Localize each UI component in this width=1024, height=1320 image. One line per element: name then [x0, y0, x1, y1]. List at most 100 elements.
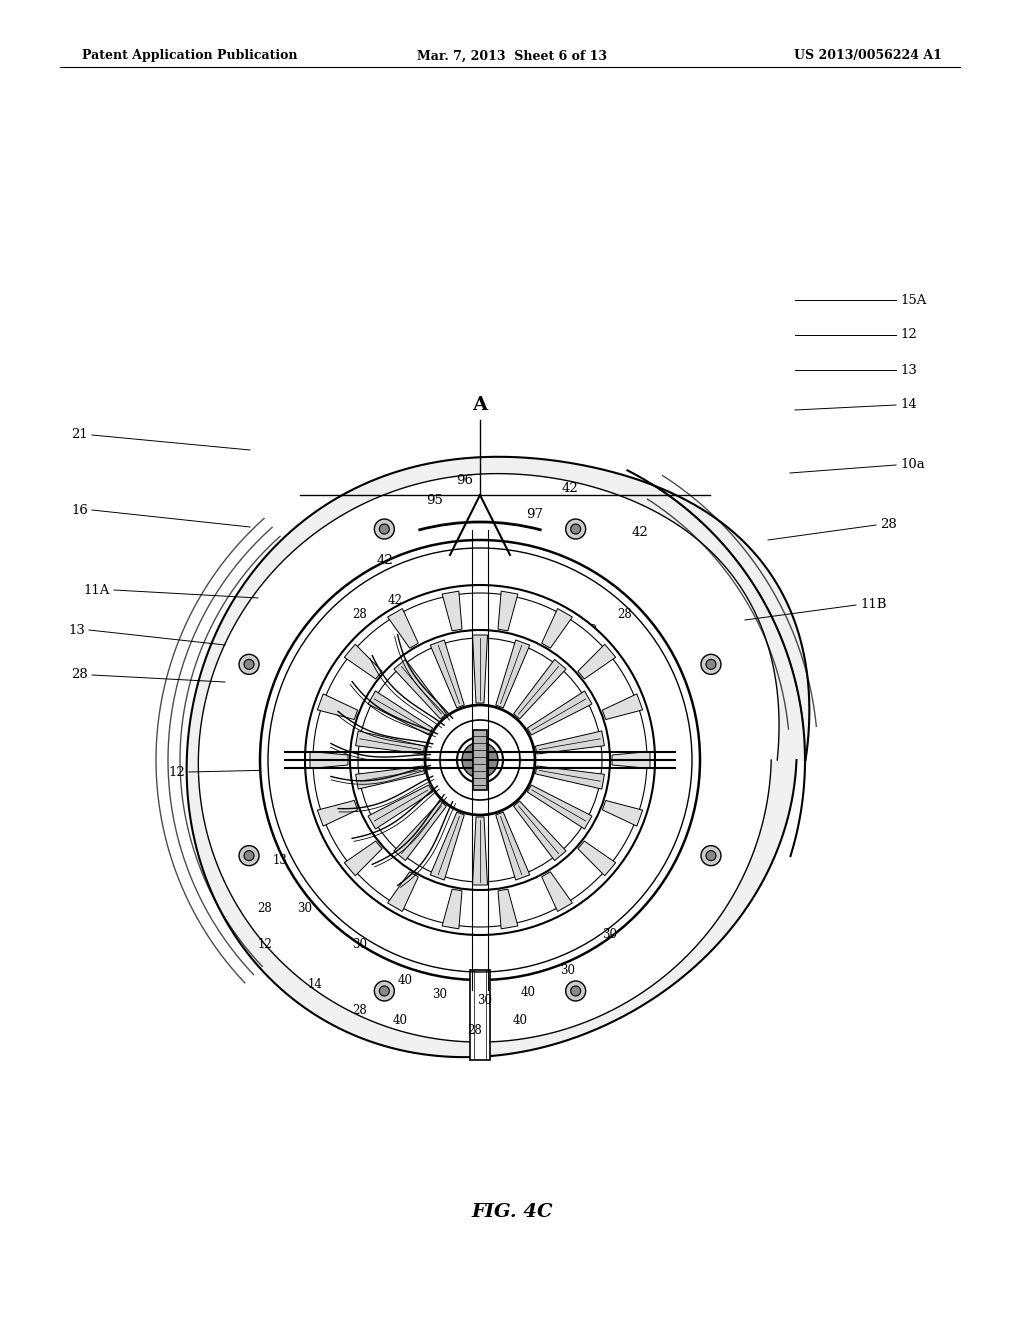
Bar	[470, 970, 490, 1060]
Text: 28: 28	[352, 609, 368, 622]
Text: 42: 42	[561, 482, 579, 495]
Circle shape	[260, 540, 700, 979]
Circle shape	[701, 655, 721, 675]
Text: 13: 13	[900, 363, 916, 376]
Circle shape	[425, 705, 535, 814]
Polygon shape	[388, 609, 419, 648]
Polygon shape	[602, 800, 643, 826]
Circle shape	[379, 524, 389, 535]
Circle shape	[379, 986, 389, 997]
Polygon shape	[344, 841, 382, 875]
Circle shape	[565, 519, 586, 539]
Text: 30: 30	[612, 793, 628, 807]
Text: 12: 12	[168, 766, 185, 779]
Text: 12: 12	[258, 939, 272, 952]
Text: 40: 40	[583, 623, 597, 636]
Text: 30: 30	[607, 693, 623, 706]
Text: 30A: 30A	[418, 862, 441, 874]
Polygon shape	[578, 841, 615, 875]
Text: 11A: 11A	[84, 583, 110, 597]
Text: 14: 14	[900, 399, 916, 412]
Text: 13: 13	[69, 623, 85, 636]
Text: 28: 28	[258, 902, 272, 915]
Text: 40: 40	[335, 743, 349, 756]
Text: 28: 28	[617, 609, 633, 622]
Polygon shape	[514, 801, 566, 861]
Polygon shape	[612, 751, 650, 768]
Circle shape	[706, 850, 716, 861]
Text: 28: 28	[352, 1003, 368, 1016]
Text: Patent Application Publication: Patent Application Publication	[82, 49, 297, 62]
Text: 28: 28	[468, 1023, 482, 1036]
Text: 40: 40	[512, 1014, 527, 1027]
Circle shape	[701, 846, 721, 866]
Text: 30A: 30A	[488, 866, 512, 879]
Text: 13: 13	[272, 854, 288, 866]
Text: 16: 16	[71, 503, 88, 516]
Circle shape	[462, 742, 498, 777]
Polygon shape	[578, 644, 615, 678]
Text: 30: 30	[442, 639, 458, 652]
Text: 30: 30	[538, 639, 553, 652]
Text: 28: 28	[880, 519, 897, 532]
Polygon shape	[542, 871, 572, 912]
Polygon shape	[317, 694, 357, 719]
Polygon shape	[498, 591, 518, 631]
Text: 40: 40	[397, 974, 413, 986]
Circle shape	[706, 659, 716, 669]
Text: 30: 30	[477, 994, 493, 1006]
Text: 28: 28	[413, 623, 427, 636]
Text: 30A: 30A	[388, 849, 412, 862]
Text: US 2013/0056224 A1: US 2013/0056224 A1	[795, 49, 942, 62]
Text: 30: 30	[432, 989, 447, 1002]
Text: 12: 12	[900, 329, 916, 342]
Text: 40: 40	[520, 986, 536, 998]
Polygon shape	[527, 785, 592, 829]
Polygon shape	[542, 609, 572, 648]
Text: 21: 21	[72, 429, 88, 441]
Polygon shape	[310, 751, 348, 768]
Polygon shape	[394, 660, 446, 719]
Polygon shape	[496, 812, 529, 880]
Text: 30: 30	[328, 693, 342, 706]
Text: 96: 96	[457, 474, 473, 487]
Polygon shape	[355, 766, 425, 789]
Text: 30: 30	[298, 902, 312, 915]
Polygon shape	[496, 640, 529, 708]
Circle shape	[350, 630, 610, 890]
Circle shape	[570, 986, 581, 997]
Circle shape	[570, 524, 581, 535]
Circle shape	[244, 850, 254, 861]
Polygon shape	[536, 766, 604, 789]
Circle shape	[239, 655, 259, 675]
Text: 30A: 30A	[451, 869, 474, 882]
Text: 10a: 10a	[900, 458, 925, 471]
Polygon shape	[186, 457, 809, 1057]
Polygon shape	[472, 817, 487, 884]
Polygon shape	[527, 690, 592, 735]
Text: Mar. 7, 2013  Sheet 6 of 13: Mar. 7, 2013 Sheet 6 of 13	[417, 49, 607, 62]
Text: 50: 50	[465, 829, 479, 842]
Polygon shape	[536, 731, 604, 754]
Polygon shape	[442, 591, 462, 631]
Polygon shape	[472, 635, 487, 704]
Text: 42: 42	[632, 525, 648, 539]
Text: 11B: 11B	[860, 598, 887, 611]
Text: 30: 30	[352, 939, 368, 952]
Polygon shape	[199, 474, 779, 1041]
Text: 95: 95	[427, 494, 443, 507]
Bar	[473, 730, 487, 789]
Text: 30A: 30A	[523, 854, 547, 866]
Polygon shape	[430, 812, 464, 880]
Circle shape	[239, 846, 259, 866]
Polygon shape	[514, 660, 566, 719]
Text: A: A	[472, 396, 487, 414]
Polygon shape	[430, 640, 464, 708]
Polygon shape	[355, 731, 425, 754]
Text: 28: 28	[72, 668, 88, 681]
Polygon shape	[442, 890, 462, 929]
Text: 97: 97	[526, 508, 544, 521]
Circle shape	[244, 659, 254, 669]
Polygon shape	[394, 801, 446, 861]
Text: 40: 40	[392, 1014, 408, 1027]
